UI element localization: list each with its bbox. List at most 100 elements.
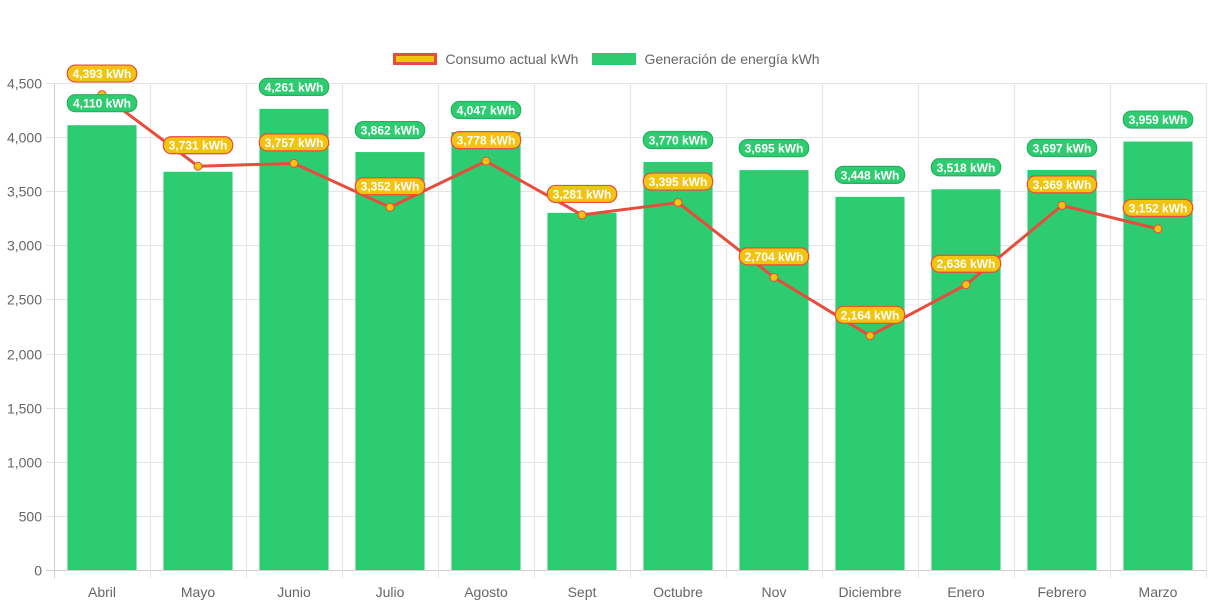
bar-data-label-bg	[1122, 110, 1194, 129]
bar-data-label-text: 3,518 kWh	[937, 161, 996, 175]
bar-data-label-bg	[450, 100, 522, 120]
x-tick-label: Abril	[88, 584, 116, 600]
bar-data-label-text: 4,261 kWh	[265, 80, 324, 94]
line-data-label-text: 3,152 kWh	[1129, 201, 1188, 215]
line-data-label-text: 3,281 kWh	[553, 187, 612, 201]
line-data-label: 2,704 kWh	[738, 247, 810, 266]
bar-data-label: 3,959 kWh	[1122, 110, 1194, 129]
point-consumo[interactable]	[1153, 224, 1163, 234]
line-data-label-bg	[162, 136, 234, 155]
legend-item-consumo[interactable]: Consumo actual kWh	[393, 51, 578, 67]
bar-generacion[interactable]	[835, 196, 905, 570]
y-tick-label: 3,000	[7, 238, 42, 254]
point-consumo[interactable]	[289, 158, 299, 168]
line-data-label: 4,393 kWh	[66, 64, 138, 83]
x-tick-label: Junio	[277, 584, 311, 600]
line-data-label: 2,164 kWh	[834, 305, 906, 324]
x-tick-label: Enero	[947, 584, 985, 600]
y-tick-label: 1,500	[7, 401, 42, 417]
line-data-label-bg	[1026, 175, 1098, 194]
point-consumo[interactable]	[865, 331, 875, 341]
data-labels: 4,110 kWh 4,261 kWh 3,862 kWh 4,047 kWh 3,77…	[66, 64, 1194, 324]
x-tick-label: Marzo	[1139, 584, 1178, 600]
point-consumo[interactable]	[193, 161, 203, 171]
x-tick-label: Sept	[568, 584, 597, 600]
x-tick-label: Mayo	[181, 584, 215, 600]
point-consumo[interactable]	[673, 198, 683, 208]
bar-data-label: 4,261 kWh	[258, 77, 330, 96]
line-data-label-text: 3,352 kWh	[361, 180, 420, 194]
line-data-label: 2,636 kWh	[930, 254, 1002, 273]
bar-data-label: 4,047 kWh	[450, 100, 522, 120]
line-data-label-text: 4,393 kWh	[73, 67, 132, 81]
bar-series	[67, 108, 1193, 571]
line-data-label-bg	[1122, 198, 1194, 217]
line-data-label-bg	[66, 64, 138, 83]
line-data-label: 3,369 kWh	[1026, 175, 1098, 194]
bar-generacion[interactable]	[1027, 169, 1097, 570]
bar-data-label: 3,518 kWh	[930, 158, 1002, 177]
bar-data-label-bg	[1026, 138, 1098, 158]
bar-generacion[interactable]	[163, 171, 233, 570]
bar-data-label-text: 4,047 kWh	[457, 104, 516, 118]
point-consumo[interactable]	[481, 156, 491, 166]
legend: Consumo actual kWh Generación de energía…	[0, 51, 1213, 67]
line-data-label-text: 3,757 kWh	[265, 136, 324, 150]
legend-item-generacion[interactable]: Generación de energía kWh	[592, 51, 820, 67]
x-tick-label: Julio	[376, 584, 405, 600]
axes: 0 500 1,000 1,500 2,000 2,500 3,000 3,500 4,000 4…	[7, 76, 1178, 601]
point-consumo[interactable]	[1057, 200, 1067, 210]
bar-data-label: 3,695 kWh	[738, 139, 810, 158]
bar-data-label-text: 3,862 kWh	[361, 124, 420, 138]
line-data-label-bg	[354, 177, 426, 196]
bar-data-label: 3,770 kWh	[642, 130, 714, 150]
bar-data-label-text: 3,695 kWh	[745, 142, 804, 156]
y-tick-label: 3,500	[7, 184, 42, 200]
bar-data-label-text: 3,697 kWh	[1033, 141, 1092, 155]
line-data-label-bg	[258, 133, 330, 152]
line-data-label: 3,778 kWh	[450, 131, 522, 150]
bar-data-label-bg	[930, 158, 1002, 177]
line-data-label-text: 2,164 kWh	[841, 308, 900, 322]
y-tick-label: 500	[19, 509, 43, 525]
point-consumo[interactable]	[769, 272, 779, 282]
point-consumo[interactable]	[577, 210, 587, 220]
line-data-label-text: 2,704 kWh	[745, 250, 804, 264]
bar-generacion[interactable]	[451, 132, 521, 571]
bar-data-label: 3,697 kWh	[1026, 138, 1098, 158]
line-data-label-text: 3,731 kWh	[169, 139, 228, 153]
x-tick-label: Octubre	[653, 584, 703, 600]
point-consumo[interactable]	[961, 280, 971, 290]
line-data-label: 3,395 kWh	[642, 172, 714, 191]
bar-data-label-text: 3,959 kWh	[1129, 113, 1188, 127]
line-data-label-text: 2,636 kWh	[937, 257, 996, 271]
bar-generacion[interactable]	[259, 108, 329, 570]
legend-swatch-consumo	[393, 53, 438, 65]
bar-generacion[interactable]	[355, 152, 425, 570]
point-consumo[interactable]	[385, 202, 395, 212]
y-tick-label: 4,500	[7, 76, 42, 92]
grid-lines	[46, 83, 1207, 578]
bar-data-label-bg	[642, 130, 714, 150]
x-tick-label: Diciembre	[838, 584, 901, 600]
bar-generacion[interactable]	[547, 212, 617, 570]
line-data-label-bg	[450, 131, 522, 150]
bar-data-label-bg	[738, 139, 810, 158]
bar-generacion[interactable]	[739, 170, 809, 570]
line-data-label: 3,281 kWh	[546, 184, 618, 204]
bar-generacion[interactable]	[643, 162, 713, 570]
bar-data-label: 4,110 kWh	[66, 94, 138, 113]
bar-data-label: 3,862 kWh	[354, 120, 426, 140]
bar-generacion[interactable]	[931, 189, 1001, 570]
x-tick-label: Febrero	[1037, 584, 1086, 600]
bar-data-label-bg	[834, 165, 906, 184]
line-data-label-text: 3,395 kWh	[649, 175, 708, 189]
bar-data-label-text: 4,110 kWh	[73, 97, 131, 111]
line-data-label-bg	[834, 305, 906, 324]
bar-data-label: 3,448 kWh	[834, 165, 906, 184]
bar-data-label-bg	[66, 94, 138, 113]
bar-generacion[interactable]	[67, 125, 137, 570]
legend-swatch-generacion	[592, 53, 637, 65]
y-tick-label: 2,000	[7, 347, 42, 363]
